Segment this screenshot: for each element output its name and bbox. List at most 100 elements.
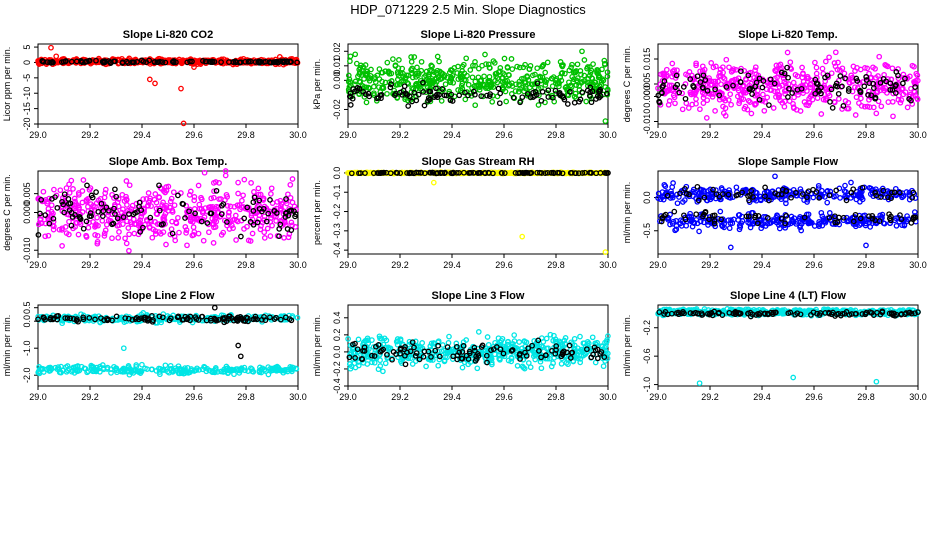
data-point <box>88 207 95 214</box>
data-point-outlier <box>48 44 54 51</box>
data-point <box>184 242 190 249</box>
data-point <box>693 96 699 102</box>
data-point <box>842 182 848 189</box>
x-tick-label: 29.2 <box>81 260 99 270</box>
x-tick-label: 29.2 <box>391 130 409 140</box>
data-point <box>514 63 520 70</box>
data-point <box>238 233 244 240</box>
data-point <box>438 98 445 104</box>
data-point <box>101 194 108 201</box>
data-point <box>418 58 425 65</box>
data-point <box>761 107 768 114</box>
data-point <box>388 70 395 77</box>
y-tick-label: 0.4 <box>332 312 342 325</box>
data-point <box>460 61 467 68</box>
data-point <box>504 64 511 70</box>
data-point <box>261 229 268 236</box>
data-point <box>112 58 118 65</box>
data-point <box>376 66 383 72</box>
data-point <box>449 67 455 74</box>
data-point <box>775 94 782 101</box>
data-point <box>472 78 479 85</box>
chart-title: Slope Line 3 Flow <box>432 290 525 302</box>
data-point <box>400 87 407 94</box>
data-point <box>787 65 794 71</box>
data-point <box>156 207 163 214</box>
data-point <box>671 94 678 101</box>
data-point <box>475 329 482 335</box>
data-point <box>294 59 300 66</box>
data-point <box>258 222 264 229</box>
data-point <box>585 75 592 82</box>
data-point <box>60 201 67 208</box>
data-point <box>558 360 565 367</box>
data-point <box>256 197 263 204</box>
data-point <box>191 197 198 204</box>
data-point <box>813 64 820 71</box>
data-point <box>109 235 115 242</box>
data-point <box>710 64 717 71</box>
data-point <box>785 74 791 81</box>
data-point <box>267 197 273 203</box>
x-tick-label: 29.6 <box>495 130 513 140</box>
data-point <box>57 187 64 194</box>
data-point <box>232 212 239 219</box>
data-point-outlier <box>519 233 526 240</box>
data-point <box>240 192 246 199</box>
data-point <box>786 85 792 92</box>
data-point <box>75 203 82 209</box>
data-point <box>663 66 670 73</box>
y-tick-label: 0 <box>22 60 32 65</box>
data-point <box>346 76 353 83</box>
data-point <box>501 55 508 62</box>
data-point <box>819 65 826 72</box>
data-point <box>70 186 76 192</box>
data-point <box>456 92 463 99</box>
data-point <box>534 80 541 87</box>
data-point <box>347 102 354 108</box>
data-point <box>762 184 768 191</box>
data-point <box>114 215 121 222</box>
data-point <box>98 200 105 207</box>
data-point <box>832 49 839 56</box>
data-point <box>288 227 295 233</box>
data-point <box>384 59 391 66</box>
data-point <box>80 225 87 232</box>
x-tick-label: 29.2 <box>701 260 719 270</box>
data-point <box>150 226 157 233</box>
data-point <box>292 211 299 218</box>
data-point <box>587 84 594 91</box>
data-point <box>495 85 502 92</box>
data-point <box>455 76 462 82</box>
data-point <box>873 110 880 117</box>
data-point <box>542 69 549 76</box>
data-point-outlier <box>579 48 585 55</box>
data-point <box>845 86 852 92</box>
data-point <box>154 211 161 218</box>
data-point <box>548 75 555 82</box>
data-point <box>467 67 474 73</box>
plot-frame <box>37 43 299 125</box>
data-point <box>357 79 364 86</box>
data-point <box>781 70 788 77</box>
data-point <box>890 113 896 120</box>
data-point <box>112 186 118 193</box>
data-point <box>363 71 370 77</box>
data-point <box>893 69 900 75</box>
data-point <box>83 232 89 239</box>
data-point <box>845 105 852 112</box>
data-point <box>162 362 169 369</box>
data-point <box>760 78 767 84</box>
y-tick-label: 0.01 <box>332 57 342 75</box>
data-point <box>782 91 788 97</box>
y-axis-label: ml/min per min. <box>312 315 322 377</box>
data-point <box>431 94 437 100</box>
data-point <box>701 91 707 98</box>
data-point <box>170 59 177 66</box>
data-point <box>475 65 482 72</box>
data-point <box>472 91 478 98</box>
data-point <box>50 59 56 66</box>
y-tick-label: 0.000 <box>642 85 652 108</box>
data-point <box>515 88 522 95</box>
